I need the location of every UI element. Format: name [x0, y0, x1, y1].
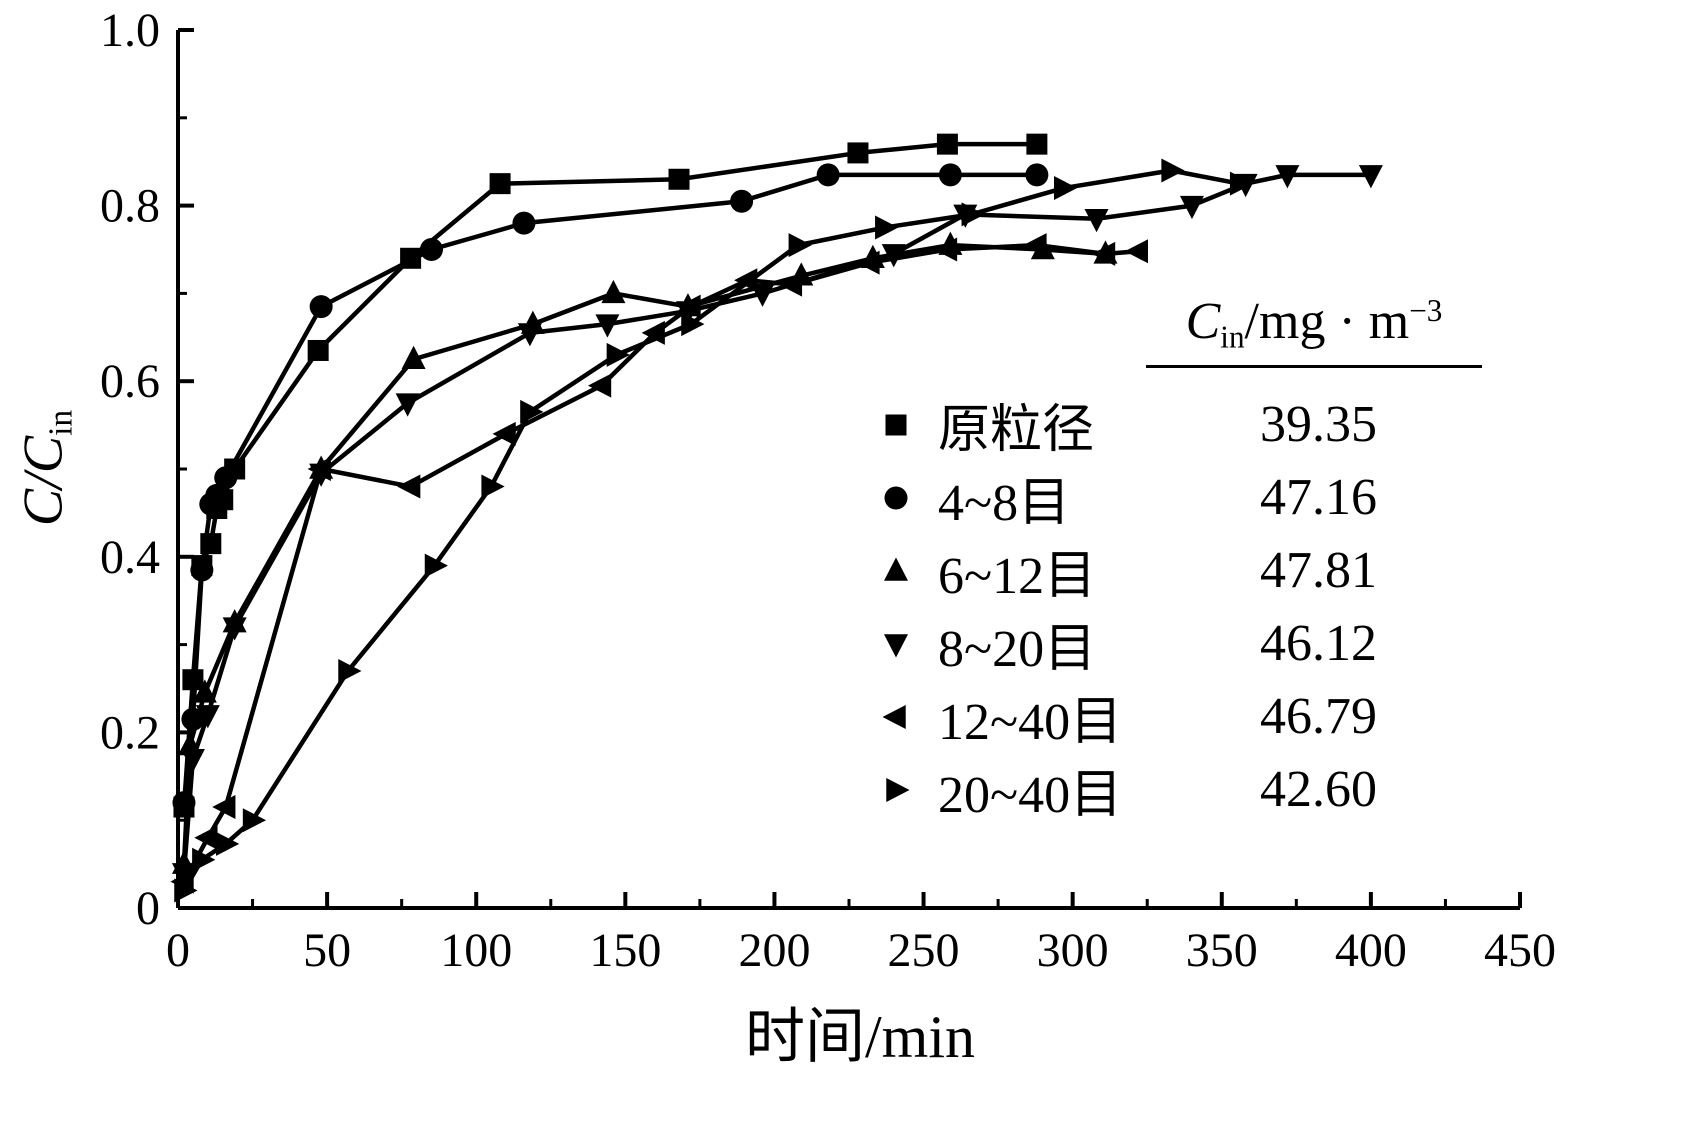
legend-series-label: 20~40目	[938, 767, 1123, 825]
x-axis-label: 时间/min	[744, 1004, 976, 1070]
series-triangle-left	[170, 233, 1148, 894]
y-axis-label: C/Cin	[12, 409, 80, 527]
legend-marker-triangle-left-icon	[878, 699, 938, 735]
legend-series-label: 原粒径	[938, 402, 1095, 460]
legend-row: 20~40目 42.60	[878, 753, 1484, 826]
legend-series-label: 12~40目	[938, 694, 1123, 752]
legend-header: Cin/mg · m−3	[1146, 292, 1482, 369]
legend-series-label: 6~12目	[938, 548, 1097, 606]
series-circle	[172, 163, 1049, 815]
svg-text:400: 400	[1335, 924, 1407, 977]
legend-marker-triangle-right-icon	[878, 772, 938, 808]
tick-labels: 0 50 100 150 200 250 300 350 400 450 0 0.2 0.4 0.6 0.8…	[100, 4, 1556, 977]
legend-marker-triangle-up-icon	[878, 553, 938, 589]
legend-series-label: 8~20目	[938, 621, 1097, 679]
legend-row: 6~12目 47.81	[878, 534, 1484, 607]
svg-text:450: 450	[1484, 924, 1556, 977]
legend-marker-triangle-down-icon	[878, 626, 938, 662]
legend-cin-value: 46.12	[1260, 615, 1377, 673]
legend-row: 4~8目 47.16	[878, 461, 1484, 534]
svg-text:250: 250	[888, 924, 960, 977]
legend-row: 原粒径 39.35	[878, 388, 1484, 461]
legend-marker-circle-icon	[878, 480, 938, 516]
legend-row: 8~20目 46.12	[878, 607, 1484, 680]
svg-text:0: 0	[166, 924, 190, 977]
svg-text:0.4: 0.4	[100, 531, 160, 584]
legend-cin-value: 39.35	[1260, 396, 1377, 454]
legend-cin-value: 46.79	[1260, 688, 1377, 746]
svg-text:200: 200	[738, 924, 810, 977]
legend-rows: 原粒径 39.35 4~8目 47.16 6~12目 47.81 8~20目 46.12 12~…	[878, 388, 1484, 826]
svg-text:0: 0	[136, 882, 160, 935]
svg-text:0.2: 0.2	[100, 706, 160, 759]
legend-cin-value: 47.81	[1260, 542, 1377, 600]
legend-series-label: 4~8目	[938, 475, 1071, 533]
legend: Cin/mg · m−3 原粒径 39.35 4~8目 47.16 6~12目 47.81…	[878, 292, 1484, 826]
svg-text:100: 100	[440, 924, 512, 977]
svg-text:300: 300	[1037, 924, 1109, 977]
svg-text:1.0: 1.0	[100, 4, 160, 57]
svg-text:50: 50	[303, 924, 351, 977]
legend-marker-square-icon	[878, 407, 938, 443]
legend-row: 12~40目 46.79	[878, 680, 1484, 753]
legend-cin-value: 47.16	[1260, 469, 1377, 527]
svg-text:150: 150	[589, 924, 661, 977]
legend-cin-value: 42.60	[1260, 761, 1377, 819]
series-triangle-right	[174, 158, 1254, 903]
svg-text:0.8: 0.8	[100, 180, 160, 233]
svg-text:0.6: 0.6	[100, 355, 160, 408]
svg-text:350: 350	[1186, 924, 1258, 977]
